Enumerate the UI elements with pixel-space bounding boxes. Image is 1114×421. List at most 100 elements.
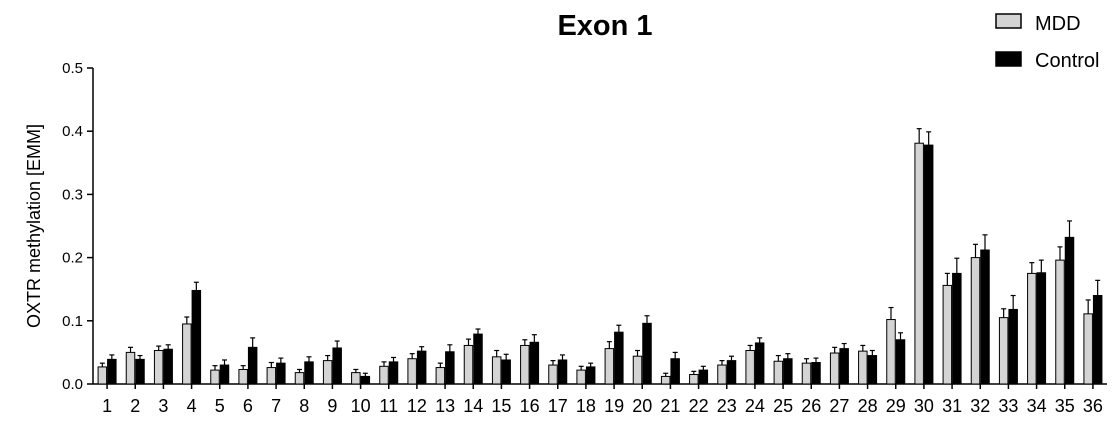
bar-mdd — [745, 350, 755, 385]
x-tick-label: 30 — [914, 396, 934, 416]
bar-mdd — [97, 366, 108, 385]
x-tick-label: 29 — [886, 396, 906, 416]
y-axis-label: OXTR methylation [EMM] — [24, 124, 44, 328]
bar-control — [107, 358, 117, 385]
y-tick-label: 0.0 — [62, 376, 83, 393]
bars — [97, 128, 1103, 385]
bar-control — [135, 358, 145, 385]
legend-swatch-control — [995, 51, 1022, 67]
bar-control — [952, 272, 962, 385]
x-tick-label: 24 — [745, 396, 765, 416]
bar-mdd — [1083, 313, 1093, 385]
bar-control — [923, 144, 934, 385]
bar-control — [980, 249, 990, 385]
bar-mdd — [604, 348, 615, 385]
bar-control — [726, 360, 737, 385]
bar-control — [670, 358, 680, 385]
x-tick-label: 10 — [351, 396, 371, 416]
bar-mdd — [1027, 272, 1037, 385]
x-tick-label: 35 — [1055, 396, 1075, 416]
bar-control — [811, 362, 821, 385]
legend-label-mdd: MDD — [1035, 13, 1081, 35]
x-tick-label: 12 — [407, 396, 427, 416]
bar-mdd — [238, 368, 248, 385]
bar-control — [332, 347, 342, 385]
x-tick-label: 21 — [660, 396, 680, 416]
bar-control — [191, 289, 202, 385]
bar-control — [1008, 308, 1018, 385]
x-tick-label: 1 — [102, 396, 112, 416]
x-tick-label: 16 — [520, 396, 540, 416]
bar-control — [585, 366, 596, 385]
bar-mdd — [294, 372, 305, 385]
bar-mdd — [1055, 259, 1065, 385]
bar-control — [219, 364, 230, 385]
x-tick-label: 32 — [970, 396, 990, 416]
bar-mdd — [351, 372, 361, 385]
bar-mdd — [210, 369, 220, 385]
bar-mdd — [998, 317, 1009, 385]
x-tick-label: 33 — [998, 396, 1018, 416]
bar-control — [839, 348, 849, 385]
x-tick-label: 11 — [379, 396, 398, 416]
x-tick-label: 26 — [801, 396, 821, 416]
bar-mdd — [548, 364, 558, 385]
x-tick-label: 25 — [773, 396, 793, 416]
bar-mdd — [463, 344, 474, 385]
y-tick-label: 0.4 — [62, 123, 83, 140]
x-tick-label: 14 — [463, 396, 483, 416]
legend: MDD Control — [995, 13, 1099, 72]
x-tick-label: 19 — [604, 396, 624, 416]
bar-control — [473, 333, 483, 385]
bar-control — [416, 350, 427, 385]
bar-mdd — [153, 350, 164, 385]
bar-mdd — [407, 358, 417, 385]
bar-control — [304, 361, 314, 385]
x-tick-label: 15 — [491, 396, 511, 416]
x-tick-label: 2 — [130, 396, 140, 416]
y-tick-label: 0.5 — [62, 60, 83, 77]
bar-mdd — [970, 257, 981, 385]
bar-mdd — [266, 367, 277, 385]
x-axis: 1 2 3 4 5 6 7 8 9 10 11 12 13 14 15 16 17 18 19 20 21 22 23 24 2… — [93, 383, 1107, 416]
bar-mdd — [491, 356, 502, 385]
x-tick-label: 9 — [327, 396, 337, 416]
bar-control — [642, 322, 652, 385]
bar-control — [783, 358, 793, 385]
x-tick-label: 3 — [158, 396, 168, 416]
bar-mdd — [801, 362, 812, 385]
bar-control — [360, 375, 371, 385]
bar-mdd — [858, 350, 868, 385]
bar-mdd — [829, 352, 840, 385]
bar-mdd — [520, 344, 530, 385]
x-tick-label: 6 — [243, 396, 253, 416]
bar-control — [698, 369, 709, 385]
bar-mdd — [632, 355, 643, 385]
x-tick-label: 4 — [187, 396, 197, 416]
y-tick-label: 0.1 — [62, 313, 83, 330]
bar-control — [276, 362, 286, 385]
bar-mdd — [717, 364, 727, 385]
x-tick-label: 34 — [1027, 396, 1047, 416]
x-tick-label: 36 — [1083, 396, 1103, 416]
x-tick-label: 27 — [829, 396, 849, 416]
bar-control — [557, 359, 568, 385]
bar-mdd — [773, 360, 784, 385]
x-tick-label: 23 — [717, 396, 737, 416]
bar-mdd — [886, 319, 896, 385]
x-tick-label: 13 — [435, 396, 455, 416]
legend-swatch-mdd — [995, 13, 1022, 29]
legend-label-control: Control — [1035, 50, 1099, 72]
bar-mdd — [660, 375, 671, 385]
bar-control — [895, 339, 906, 385]
bar-control — [1036, 272, 1047, 385]
bar-control — [1064, 236, 1075, 385]
bar-control — [529, 341, 540, 385]
bar-control — [247, 346, 258, 385]
bar-mdd — [322, 360, 333, 385]
x-tick-label: 5 — [215, 396, 225, 416]
bar-mdd — [125, 351, 136, 385]
x-tick-label: 22 — [689, 396, 709, 416]
x-tick-label: 17 — [548, 396, 568, 416]
x-tick-label: 28 — [858, 396, 878, 416]
